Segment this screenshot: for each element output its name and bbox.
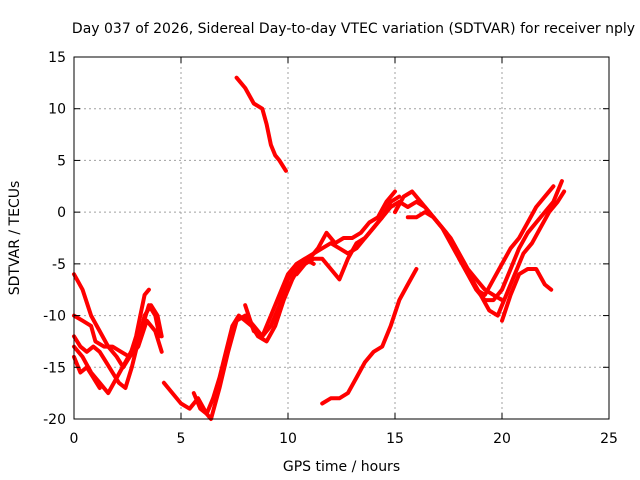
y-tick-label: 15	[48, 50, 66, 66]
y-axis-label: SDTVAR / TECUs	[7, 181, 23, 296]
y-tick-label: -10	[43, 309, 66, 325]
series-line-trace-10	[405, 179, 564, 303]
series-line-trace-12	[500, 267, 554, 323]
y-tick-label: 10	[48, 102, 66, 118]
x-tick-label: 20	[493, 431, 511, 447]
chart-title: Day 037 of 2026, Sidereal Day-to-day VTE…	[72, 21, 635, 37]
series-line-trace-7	[191, 189, 397, 416]
series-line-trace-9	[393, 189, 567, 318]
x-tick-label: 5	[177, 431, 186, 447]
series-line-trace-4	[72, 313, 164, 359]
series-line-trace-14	[320, 267, 419, 406]
series-line-trace-1	[72, 272, 151, 370]
series-line-trace-15	[294, 194, 402, 282]
x-tick-label: 15	[386, 431, 404, 447]
y-tick-label: 0	[57, 205, 66, 221]
x-tick-label: 0	[70, 431, 79, 447]
y-tick-label: -15	[43, 360, 66, 376]
x-axis-label: GPS time / hours	[283, 459, 400, 475]
y-tick-label: 5	[57, 153, 66, 169]
plot-frame	[73, 56, 610, 420]
y-tick-label: -20	[43, 412, 66, 428]
series-line-trace-13	[234, 75, 288, 173]
y-tick-label: -5	[52, 257, 66, 273]
x-tick-label: 25	[600, 431, 618, 447]
x-tick-label: 10	[279, 431, 297, 447]
series-line-trace-11	[457, 184, 556, 297]
